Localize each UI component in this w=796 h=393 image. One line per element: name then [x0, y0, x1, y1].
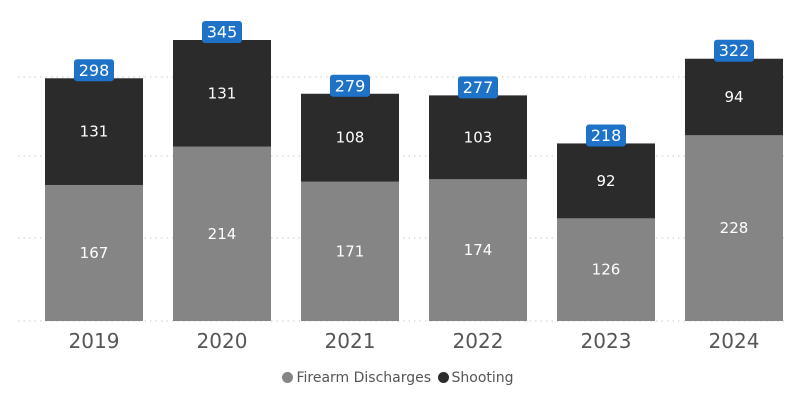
data-label-shooting-2021: 108 [336, 129, 365, 147]
data-label-firearm-discharges-2020: 214 [208, 225, 237, 243]
data-labels: 167 131 298 214 131 345 171 108 279 174 103 277 126 9… [74, 21, 754, 279]
bar-firearm-discharges-2024 [685, 135, 783, 321]
total-badge-2021 [330, 74, 370, 97]
x-tick-label-2021: 2021 [325, 329, 376, 353]
x-axis-ticks: 2019 2020 2021 2022 2023 2024 [69, 329, 760, 353]
bar-firearm-discharges-2020 [173, 146, 271, 321]
data-label-shooting-2024: 94 [724, 88, 743, 106]
data-label-firearm-discharges-2023: 126 [592, 261, 621, 279]
x-tick-label-2024: 2024 [709, 329, 760, 353]
bar-shooting-2022 [429, 95, 527, 180]
data-label-shooting-2019: 131 [80, 123, 109, 141]
total-badge-2022 [458, 76, 498, 99]
data-label-shooting-2023: 92 [596, 172, 615, 190]
bar-shooting-2021 [301, 93, 399, 182]
legend-swatch-shooting [437, 372, 449, 383]
total-badge-2023 [586, 124, 626, 147]
legend: Firearm Discharges Shooting [0, 369, 796, 387]
data-label-firearm-discharges-2022: 174 [464, 241, 493, 259]
bar-shooting-2020 [173, 40, 271, 147]
bar-shooting-2019 [45, 78, 143, 185]
total-label-2023: 218 [591, 126, 622, 145]
data-label-shooting-2020: 131 [208, 84, 237, 102]
total-badge-2020 [202, 21, 242, 43]
bar-firearm-discharges-2023 [557, 218, 655, 321]
bar-shooting-2024 [685, 58, 783, 136]
bar-firearm-discharges-2019 [45, 184, 143, 321]
total-label-2019: 298 [79, 61, 110, 80]
gridlines [18, 76, 785, 322]
total-label-2021: 279 [335, 76, 366, 95]
legend-item-shooting[interactable]: Shooting [437, 369, 514, 387]
x-tick-label-2023: 2023 [581, 329, 632, 353]
x-tick-label-2020: 2020 [197, 329, 248, 353]
data-label-firearm-discharges-2019: 167 [80, 244, 109, 262]
data-label-firearm-discharges-2024: 228 [720, 219, 749, 237]
total-badge-2024 [714, 39, 754, 62]
total-badge-2019 [74, 59, 114, 82]
data-label-firearm-discharges-2021: 171 [336, 242, 365, 260]
data-label-shooting-2022: 103 [464, 128, 493, 146]
legend-swatch-firearm-discharges [282, 372, 294, 383]
total-label-2020: 345 [207, 23, 238, 42]
bars [45, 40, 783, 321]
total-label-2022: 277 [463, 78, 494, 97]
legend-label-firearm-discharges: Firearm Discharges [296, 370, 432, 386]
bar-firearm-discharges-2022 [429, 179, 527, 321]
total-label-2024: 322 [719, 41, 750, 60]
bar-firearm-discharges-2021 [301, 181, 399, 321]
x-tick-label-2022: 2022 [453, 329, 504, 353]
legend-item-firearm-discharges[interactable]: Firearm Discharges [282, 369, 431, 387]
legend-label-shooting: Shooting [451, 370, 514, 386]
x-tick-label-2019: 2019 [69, 329, 120, 353]
bar-shooting-2023 [557, 143, 655, 219]
